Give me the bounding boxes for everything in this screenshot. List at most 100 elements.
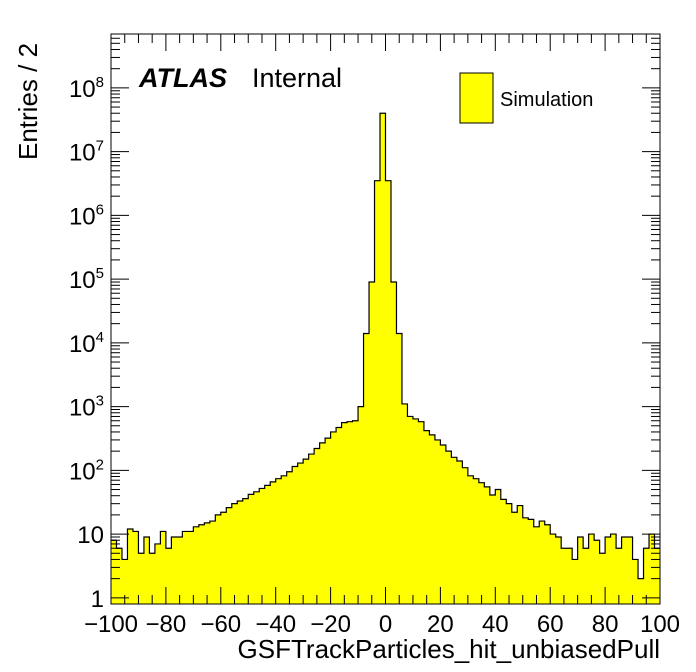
histogram-bar bbox=[539, 521, 546, 604]
histogram-bar bbox=[643, 548, 650, 604]
histogram-bar bbox=[352, 420, 359, 604]
x-tick-label: −100 bbox=[84, 611, 138, 638]
y-axis-ticks: 1 10 102 103 104 105 106 107 108 bbox=[69, 33, 660, 613]
histogram-bar bbox=[347, 421, 353, 604]
y-tick-label: 103 bbox=[69, 393, 104, 422]
histogram-bar bbox=[390, 282, 397, 604]
histogram-bar bbox=[325, 438, 331, 604]
histogram-bar bbox=[358, 406, 364, 604]
histogram-bar bbox=[467, 475, 474, 604]
internal-label: Internal bbox=[252, 63, 342, 93]
histogram-bar bbox=[484, 486, 491, 604]
histogram-bar bbox=[429, 434, 436, 604]
histogram-bar bbox=[544, 524, 551, 604]
x-tick-label: 40 bbox=[482, 611, 509, 638]
y-tick-label: 106 bbox=[69, 201, 104, 230]
histogram-bar bbox=[116, 548, 123, 604]
x-tick-label: 80 bbox=[592, 611, 619, 638]
histogram-bar bbox=[198, 524, 205, 604]
x-tick-label: 100 bbox=[640, 611, 680, 638]
histogram-bar bbox=[566, 548, 573, 604]
histogram-bar bbox=[627, 537, 633, 604]
histogram-bar bbox=[511, 512, 518, 604]
atlas-label: ATLAS bbox=[138, 63, 227, 93]
x-axis-title: GSFTrackParticles_hit_unbiasedPull bbox=[238, 634, 660, 664]
histogram-bar bbox=[632, 559, 639, 604]
histogram-bar bbox=[522, 517, 529, 604]
x-tick-label: −40 bbox=[255, 611, 296, 638]
histogram-bar bbox=[599, 553, 606, 604]
legend-swatch-simulation bbox=[459, 72, 494, 124]
histogram-bar bbox=[638, 578, 644, 604]
histogram-bar bbox=[215, 514, 222, 604]
histogram-bar bbox=[248, 494, 255, 604]
y-tick-label: 104 bbox=[69, 329, 104, 358]
histogram-bar bbox=[621, 537, 628, 604]
y-tick-label: 108 bbox=[69, 74, 104, 103]
histogram-bar bbox=[396, 333, 403, 604]
histogram-bar bbox=[616, 548, 622, 604]
histogram-bar bbox=[440, 444, 447, 604]
x-tick-label: 20 bbox=[427, 611, 454, 638]
y-tick-label: 105 bbox=[69, 265, 104, 294]
histogram-bar bbox=[264, 485, 271, 604]
histogram-bar bbox=[380, 113, 386, 605]
histogram-bar bbox=[473, 478, 480, 604]
histogram-bar bbox=[445, 451, 452, 604]
legend: Simulation bbox=[459, 72, 593, 124]
histogram-bar bbox=[314, 448, 321, 604]
histogram-bar bbox=[149, 553, 156, 604]
histogram-bar bbox=[292, 466, 299, 604]
histogram-bar bbox=[605, 537, 611, 604]
histogram-bar bbox=[330, 431, 337, 604]
histogram-bar bbox=[308, 454, 315, 604]
histogram-bar bbox=[561, 548, 568, 604]
histogram-bar bbox=[281, 475, 288, 604]
histogram-bar bbox=[572, 559, 579, 604]
y-tick-label: 10 bbox=[77, 522, 104, 549]
histogram-bar bbox=[385, 180, 392, 604]
histogram-bar bbox=[594, 540, 601, 604]
histogram-bar bbox=[226, 507, 233, 604]
histogram-bar bbox=[176, 537, 183, 604]
histogram-bar bbox=[478, 482, 485, 604]
histogram-bar bbox=[610, 534, 617, 604]
histogram-bar bbox=[451, 457, 458, 604]
histogram-bar bbox=[506, 503, 513, 604]
legend-label-simulation: Simulation bbox=[500, 89, 593, 111]
histogram-outline bbox=[111, 112, 660, 580]
histogram-bar bbox=[456, 461, 463, 604]
histogram-bar bbox=[286, 471, 293, 604]
histogram-bar bbox=[165, 548, 172, 604]
histogram-series-simulation bbox=[111, 112, 661, 605]
histogram-bar bbox=[275, 478, 282, 604]
histogram-bar bbox=[462, 467, 469, 604]
histogram-bar bbox=[253, 491, 260, 604]
histogram-bar bbox=[423, 430, 430, 604]
histogram-bar bbox=[341, 422, 348, 604]
histogram-bar bbox=[363, 333, 370, 604]
histogram-bar bbox=[500, 499, 507, 604]
histogram-bar bbox=[204, 522, 211, 604]
histogram-bar bbox=[401, 403, 408, 604]
histogram-bar bbox=[193, 526, 200, 604]
x-tick-label: 60 bbox=[537, 611, 564, 638]
histogram-bar bbox=[434, 439, 441, 604]
histogram-bar bbox=[550, 534, 557, 604]
histogram-bar bbox=[489, 495, 496, 604]
histogram-bar bbox=[259, 488, 266, 604]
histogram-bar bbox=[154, 543, 161, 604]
histogram-bar bbox=[111, 540, 117, 604]
histogram-bar bbox=[374, 180, 381, 604]
histogram-bar bbox=[270, 481, 277, 604]
y-tick-label: 102 bbox=[69, 456, 104, 485]
histogram-bar bbox=[209, 521, 216, 604]
histogram-bar bbox=[231, 503, 238, 604]
x-tick-label: −60 bbox=[200, 611, 241, 638]
histogram-bar bbox=[418, 421, 425, 604]
histogram-bar bbox=[237, 501, 244, 604]
histogram-bar bbox=[533, 526, 540, 604]
histogram-bar bbox=[577, 537, 584, 604]
histogram-bar bbox=[495, 489, 502, 604]
